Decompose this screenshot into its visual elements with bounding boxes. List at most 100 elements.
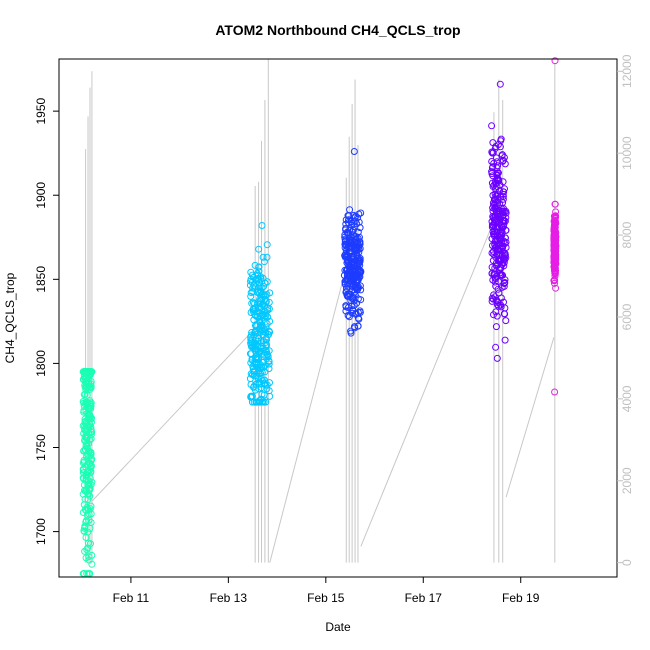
data-point (355, 257, 363, 265)
data-point (251, 261, 259, 269)
data-point (83, 391, 91, 399)
data-point (493, 301, 501, 309)
data-point (80, 524, 88, 532)
data-point (489, 199, 497, 207)
data-point (355, 241, 363, 249)
data-point (247, 350, 255, 358)
data-point (80, 481, 88, 489)
series-3 (340, 148, 365, 337)
data-point (494, 141, 502, 149)
data-point (551, 388, 559, 396)
y-axis-label: CH4_QCLS_trop (3, 272, 17, 363)
data-point (250, 367, 258, 375)
data-point (551, 277, 559, 285)
data-point (352, 310, 359, 318)
data-point (260, 331, 267, 339)
y2-tick-label: 2000 (620, 467, 634, 494)
data-point (499, 244, 507, 251)
data-point (351, 263, 359, 271)
data-point (347, 244, 354, 252)
data-point (254, 398, 262, 406)
x-tick-label: Feb 13 (210, 591, 248, 605)
data-point (262, 311, 270, 319)
plot-frame (58, 58, 618, 578)
data-point (488, 158, 496, 165)
data-point (551, 256, 559, 264)
data-point (500, 282, 508, 290)
data-point (247, 393, 255, 401)
data-point (346, 206, 354, 214)
y-tick-label: 1750 (34, 434, 48, 461)
data-point (501, 304, 509, 312)
data-point (490, 159, 498, 167)
y2-tick-label: 12000 (620, 54, 634, 88)
data-point (493, 312, 501, 320)
data-point (81, 400, 89, 408)
data-point (347, 329, 355, 337)
data-point (79, 398, 87, 405)
data-point (552, 251, 560, 259)
data-point (551, 243, 559, 251)
data-point (80, 501, 88, 509)
data-point (82, 517, 90, 525)
data-point (347, 255, 355, 263)
data-point (350, 148, 358, 155)
data-point (82, 534, 90, 541)
data-point (82, 463, 90, 471)
data-point (354, 322, 362, 330)
data-point (249, 343, 257, 351)
x-tick-label: Feb 17 (405, 591, 443, 605)
data-point (81, 486, 88, 494)
data-point (265, 360, 273, 368)
data-point (500, 220, 508, 228)
data-point (355, 245, 363, 253)
data-point (82, 442, 90, 450)
data-point (497, 294, 505, 302)
data-point (88, 428, 96, 436)
data-point (258, 317, 266, 325)
data-point (86, 505, 94, 513)
data-point (259, 253, 267, 261)
data-point (550, 217, 558, 225)
data-points (79, 57, 560, 578)
data-point (489, 276, 497, 284)
data-point (552, 213, 560, 220)
x-tick-label: Feb 11 (113, 591, 150, 605)
y-tick-label: 1850 (34, 266, 48, 293)
y2-tick-label: 0 (620, 559, 634, 566)
chart-title: ATOM2 Northbound CH4_QCLS_trop (215, 22, 460, 38)
data-point (493, 164, 501, 172)
data-point (341, 240, 349, 248)
data-point (350, 223, 358, 231)
data-point (82, 380, 90, 388)
data-point (502, 317, 510, 325)
x-tick-label: Feb 15 (307, 591, 345, 605)
data-point (488, 297, 496, 305)
data-point (86, 459, 93, 467)
data-point (351, 291, 359, 299)
y2-tick-label: 6000 (620, 303, 634, 330)
series-5 (550, 57, 560, 396)
data-point (265, 298, 273, 306)
data-point (81, 381, 89, 389)
data-point (493, 171, 501, 179)
data-point (491, 241, 499, 249)
data-point (265, 357, 273, 365)
data-point (254, 374, 262, 382)
data-point (86, 404, 94, 412)
data-point (493, 207, 500, 215)
y-tick-label: 1950 (34, 97, 48, 124)
data-point (499, 156, 507, 164)
data-point (84, 496, 92, 503)
data-point (550, 221, 558, 229)
data-point (350, 301, 358, 309)
data-point (551, 268, 559, 276)
data-point (551, 57, 559, 65)
data-point (258, 222, 266, 229)
data-point (79, 474, 87, 482)
data-point (354, 214, 362, 222)
data-point (87, 414, 95, 422)
data-point (258, 369, 266, 377)
data-point (499, 157, 507, 165)
